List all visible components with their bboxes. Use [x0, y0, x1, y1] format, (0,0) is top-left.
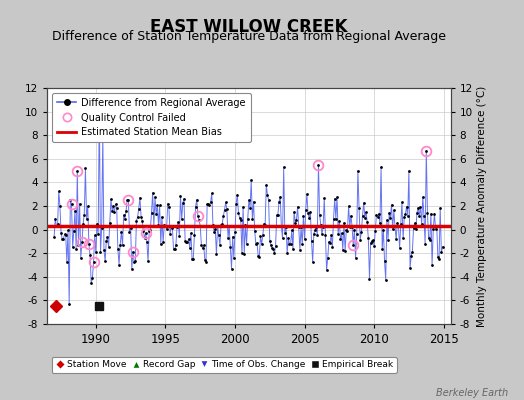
Text: Berkeley Earth: Berkeley Earth [436, 388, 508, 398]
Y-axis label: Monthly Temperature Anomaly Difference (°C): Monthly Temperature Anomaly Difference (… [477, 85, 487, 327]
Text: EAST WILLOW CREEK: EAST WILLOW CREEK [150, 18, 347, 36]
Text: Difference of Station Temperature Data from Regional Average: Difference of Station Temperature Data f… [52, 30, 446, 43]
Legend: Station Move, Record Gap, Time of Obs. Change, Empirical Break: Station Move, Record Gap, Time of Obs. C… [52, 357, 397, 373]
